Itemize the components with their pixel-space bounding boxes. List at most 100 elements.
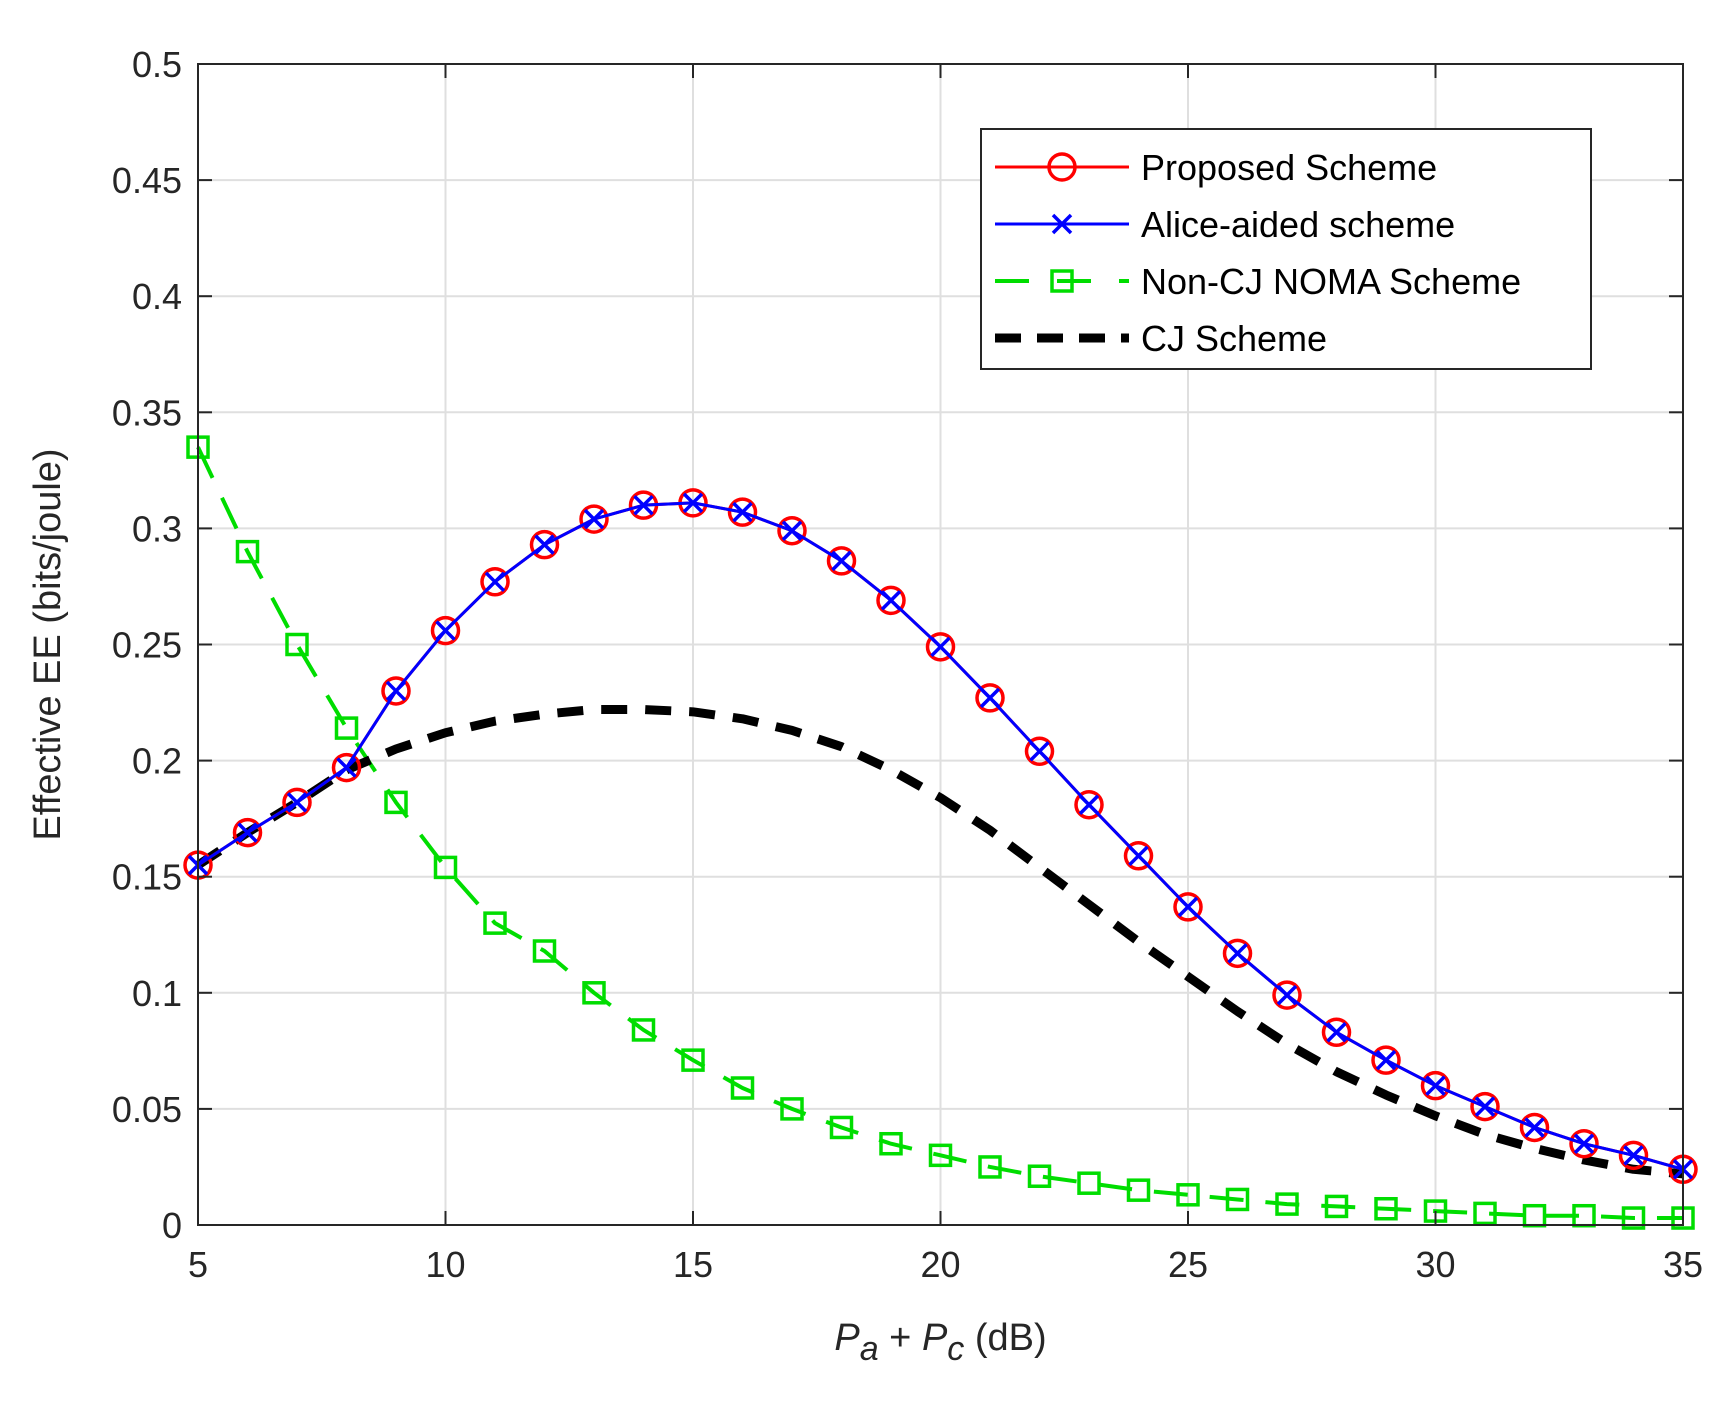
y-tick-label: 0.25 <box>112 625 182 666</box>
data-point-square <box>235 539 260 564</box>
y-tick-label: 0.4 <box>132 276 182 317</box>
x-title-p1: P <box>834 1317 860 1359</box>
data-point-x <box>1078 794 1100 815</box>
data-point-x <box>385 680 407 702</box>
data-point-circle <box>1047 152 1077 182</box>
data-point-circle <box>282 787 312 818</box>
data-point-x <box>732 501 753 523</box>
data-point-x <box>1375 1049 1397 1071</box>
data-point-square <box>483 911 507 935</box>
data-point-square <box>384 790 408 815</box>
data-point-circle <box>480 567 510 597</box>
data-point-x <box>1051 213 1073 235</box>
data-point-square <box>285 632 309 657</box>
data-point-x <box>1029 741 1050 762</box>
x-axis-title: Pa + Pc (dB) <box>834 1317 1046 1368</box>
data-point-square <box>829 1115 854 1140</box>
data-point-x <box>781 520 803 541</box>
data-point-square <box>1621 1206 1646 1230</box>
y-axis-title: Effective EE (bits/joule) <box>27 448 69 840</box>
data-point-x <box>682 492 704 514</box>
data-point-square <box>1275 1192 1299 1216</box>
x-tick-label: 30 <box>1415 1244 1455 1285</box>
data-point-circle <box>331 752 362 783</box>
data-point-x <box>534 534 555 555</box>
data-point-square <box>1077 1171 1101 1195</box>
data-point-square <box>1176 1183 1200 1207</box>
data-point-circle <box>975 683 1005 713</box>
tick-labels: 5 10 15 20 25 30 35 0 0.05 0.1 0.15 0.2 0.25 0.3 0.35 0… <box>112 44 1703 1285</box>
legend-label: Non-CJ NOMA Scheme <box>1141 261 1521 302</box>
data-point-x <box>435 620 456 641</box>
data-point-square <box>532 939 557 963</box>
data-point-square <box>1324 1194 1349 1219</box>
series-alice-aided-scheme <box>187 492 1694 1180</box>
data-point-circle <box>925 632 956 662</box>
data-point-x <box>930 636 951 658</box>
data-point-circle <box>826 546 857 576</box>
legend: Proposed Scheme Alice-aided scheme Non-CJ … <box>980 128 1592 370</box>
series-line <box>195 705 1684 1179</box>
data-point-square <box>334 716 359 740</box>
y-tick-label: 0.1 <box>132 973 182 1014</box>
data-point-square <box>433 855 458 880</box>
data-point-x <box>831 550 852 572</box>
data-point-x <box>1177 896 1199 918</box>
data-point-square <box>582 981 606 1005</box>
data-point-circle <box>232 817 263 848</box>
data-point-square <box>1050 269 1074 293</box>
data-point-square <box>879 1131 903 1156</box>
data-point-circle <box>727 497 758 527</box>
x-tick-label: 15 <box>673 1244 713 1285</box>
data-point-square <box>730 1076 755 1100</box>
data-point-x <box>1474 1096 1496 1117</box>
legend-label: CJ Scheme <box>1141 318 1327 359</box>
data-point-x <box>1276 984 1298 1006</box>
data-point-circle <box>777 515 807 546</box>
y-tick-label: 0.5 <box>132 44 182 85</box>
data-point-x <box>1573 1133 1595 1154</box>
data-point-x <box>583 508 605 530</box>
data-point-circle <box>1222 938 1253 969</box>
data-point-square <box>928 1143 953 1168</box>
data-point-square <box>1027 1164 1052 1188</box>
data-point-x <box>1623 1145 1644 1166</box>
x-tick-label: 5 <box>188 1244 208 1285</box>
data-point-square <box>1374 1196 1398 1221</box>
data-point-x <box>1128 845 1149 867</box>
data-point-x <box>979 687 1001 709</box>
data-point-x <box>1227 943 1248 964</box>
data-point-circle <box>1024 736 1055 767</box>
data-point-square <box>780 1097 804 1121</box>
data-point-circle <box>876 585 906 616</box>
legend-label: Proposed Scheme <box>1141 147 1437 188</box>
x-title-sub1: a <box>860 1330 879 1368</box>
y-tick-label: 0.15 <box>112 857 182 898</box>
data-point-x <box>336 757 357 778</box>
ticks <box>197 63 1684 1226</box>
data-point-circle <box>1618 1140 1649 1171</box>
y-tick-label: 0.35 <box>112 392 182 433</box>
data-point-x <box>237 822 258 843</box>
data-point-x <box>484 571 506 593</box>
data-point-circle <box>1173 892 1203 922</box>
x-tick-label: 20 <box>920 1244 960 1285</box>
x-title-unit: (dB) <box>964 1317 1046 1359</box>
data-point-x <box>633 494 654 516</box>
data-point-x <box>286 792 308 813</box>
data-point-circle <box>1272 980 1302 1010</box>
data-point-circle <box>1123 841 1154 871</box>
x-tick-label: 10 <box>425 1244 465 1285</box>
data-point-x <box>880 590 902 611</box>
data-point-circle <box>1569 1128 1599 1159</box>
data-point-x <box>1326 1022 1347 1043</box>
data-point-x <box>1524 1117 1545 1138</box>
legend-box <box>980 128 1592 370</box>
y-tick-label: 0.05 <box>112 1089 182 1130</box>
y-tick-label: 0.2 <box>132 741 182 782</box>
y-tick-label: 0 <box>162 1205 182 1246</box>
data-point-circle <box>1321 1017 1352 1048</box>
data-point-circle <box>1371 1045 1401 1075</box>
y-tick-label: 0.45 <box>112 160 182 201</box>
